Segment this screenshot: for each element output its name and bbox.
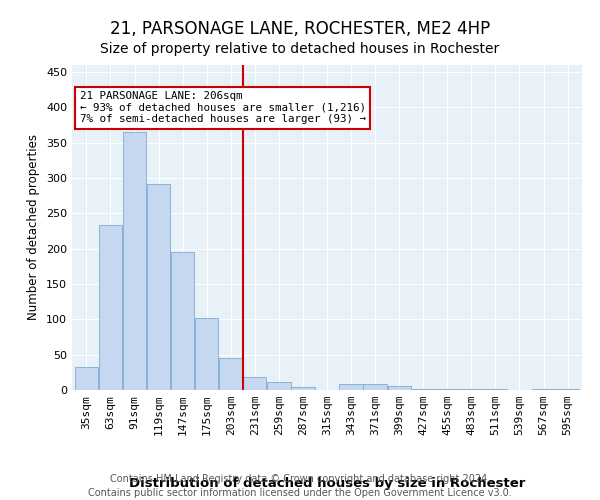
Bar [291,387,314,390]
Text: Contains HM Land Registry data © Crown copyright and database right 2024.
Contai: Contains HM Land Registry data © Crown c… [88,474,512,498]
Bar [123,132,146,390]
Bar [99,224,122,390]
Text: Distribution of detached houses by size in Rochester: Distribution of detached houses by size … [129,477,525,490]
Text: Size of property relative to detached houses in Rochester: Size of property relative to detached ho… [100,42,500,56]
Bar [243,378,266,390]
Text: 21, PARSONAGE LANE, ROCHESTER, ME2 4HP: 21, PARSONAGE LANE, ROCHESTER, ME2 4HP [110,20,490,38]
Bar [267,382,290,390]
Bar [556,388,579,390]
Bar [388,386,411,390]
Bar [195,318,218,390]
Bar [219,358,242,390]
Text: 21 PARSONAGE LANE: 206sqm
← 93% of detached houses are smaller (1,216)
7% of sem: 21 PARSONAGE LANE: 206sqm ← 93% of detac… [80,91,365,124]
Bar [340,384,363,390]
Bar [75,368,98,390]
Bar [171,252,194,390]
Y-axis label: Number of detached properties: Number of detached properties [28,134,40,320]
Bar [364,384,387,390]
Bar [412,388,435,390]
Bar [147,184,170,390]
